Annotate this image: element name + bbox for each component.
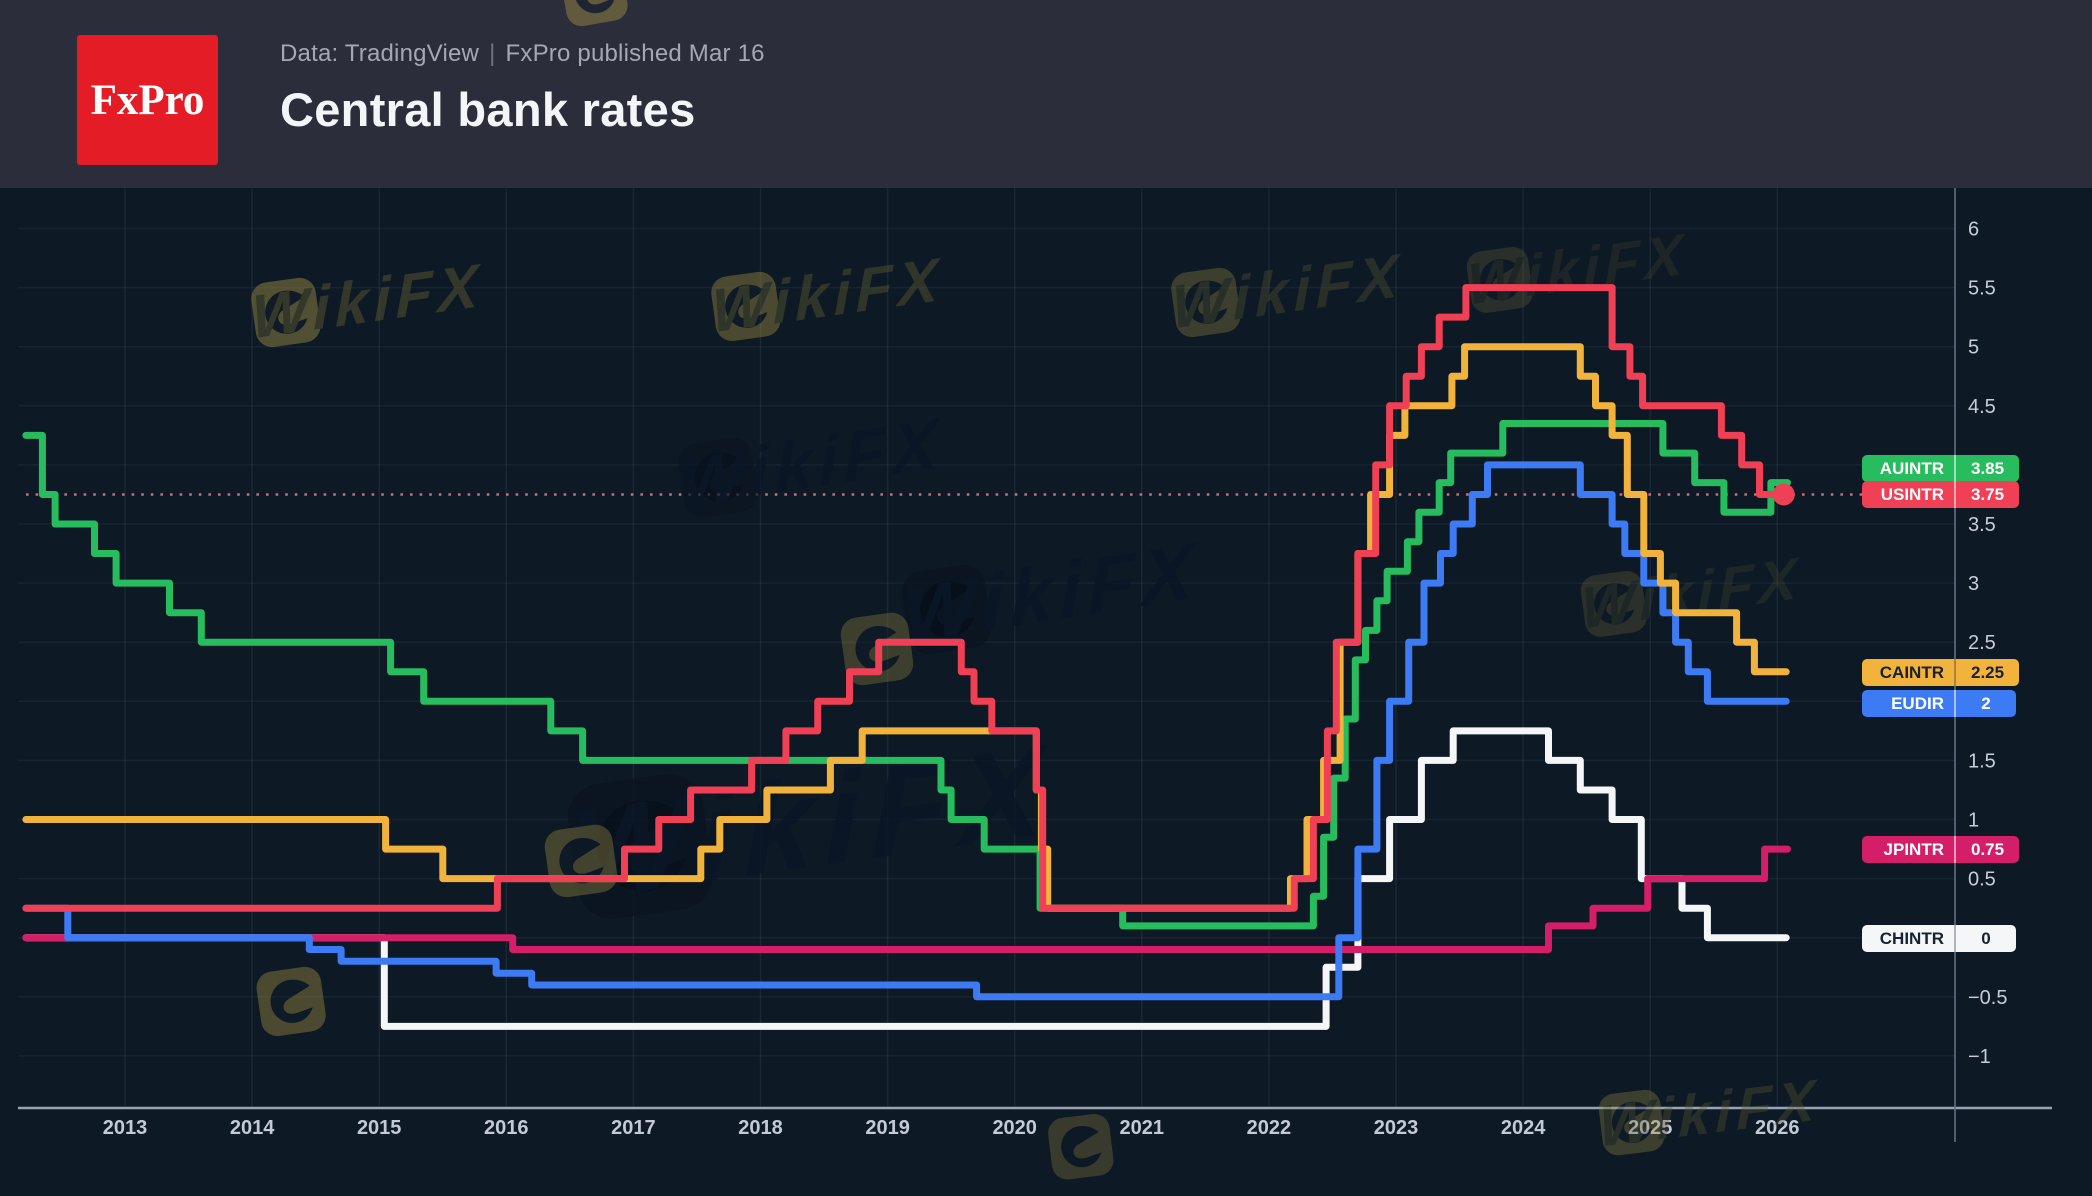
svg-text:2013: 2013 — [103, 1117, 148, 1139]
subtitle-separator: | — [489, 40, 496, 67]
svg-text:2016: 2016 — [484, 1117, 529, 1139]
y-axis-tick-labels: 6 5.5 5 4.5 3.5 3 2.5 1.5 1 0.5 −0.5 −1 — [1968, 219, 2007, 1068]
svg-text:5: 5 — [1968, 337, 1979, 359]
data-source-text: Data: TradingView — [280, 40, 480, 67]
svg-text:2018: 2018 — [738, 1117, 783, 1139]
svg-text:2020: 2020 — [992, 1117, 1037, 1139]
svg-text:2017: 2017 — [611, 1117, 656, 1139]
svg-text:3: 3 — [1968, 573, 1979, 595]
fxpro-logo: FxPro — [77, 35, 218, 165]
series-line-CAINTR — [22, 343, 1790, 912]
svg-text:−1: −1 — [1968, 1046, 1991, 1068]
svg-text:2026: 2026 — [1755, 1117, 1800, 1139]
svg-text:2.5: 2.5 — [1968, 632, 1996, 654]
svg-text:0.5: 0.5 — [1968, 869, 1996, 891]
page-title: Central bank rates — [280, 83, 696, 136]
chart-subtitle: Data: TradingView | FxPro published Mar 16 — [280, 40, 765, 68]
vertical-gridlines — [124, 188, 1779, 1108]
svg-text:2023: 2023 — [1374, 1117, 1419, 1139]
svg-text:1: 1 — [1968, 810, 1979, 832]
svg-text:2019: 2019 — [865, 1117, 910, 1139]
published-text: FxPro published Mar 16 — [505, 40, 765, 67]
svg-text:1.5: 1.5 — [1968, 750, 1996, 772]
last-price-marker-USINTR — [1772, 483, 1795, 506]
series-line-AUINTR — [22, 420, 1791, 930]
svg-text:2015: 2015 — [357, 1117, 402, 1139]
svg-text:4.5: 4.5 — [1968, 396, 1996, 418]
svg-text:2014: 2014 — [230, 1117, 275, 1139]
series-line-JPINTR — [22, 845, 1791, 953]
x-axis-tick-labels: 2013 2014 2015 2016 2017 2018 2019 2020 2021 2022… — [103, 1117, 1800, 1139]
svg-text:−0.5: −0.5 — [1968, 987, 2007, 1009]
header: FxPro Data: TradingView | FxPro published … — [0, 0, 2092, 188]
header-text-block: Data: TradingView | FxPro published Mar 16… — [280, 40, 765, 137]
fxpro-logo-text: FxPro — [90, 76, 205, 124]
svg-text:2021: 2021 — [1120, 1117, 1165, 1139]
svg-text:2024: 2024 — [1501, 1117, 1546, 1139]
svg-text:5.5: 5.5 — [1968, 278, 1996, 300]
svg-text:6: 6 — [1968, 219, 1979, 241]
svg-text:2022: 2022 — [1247, 1117, 1292, 1139]
svg-text:2025: 2025 — [1628, 1117, 1673, 1139]
series-line-USINTR — [22, 284, 1788, 912]
svg-text:3.5: 3.5 — [1968, 514, 1996, 536]
